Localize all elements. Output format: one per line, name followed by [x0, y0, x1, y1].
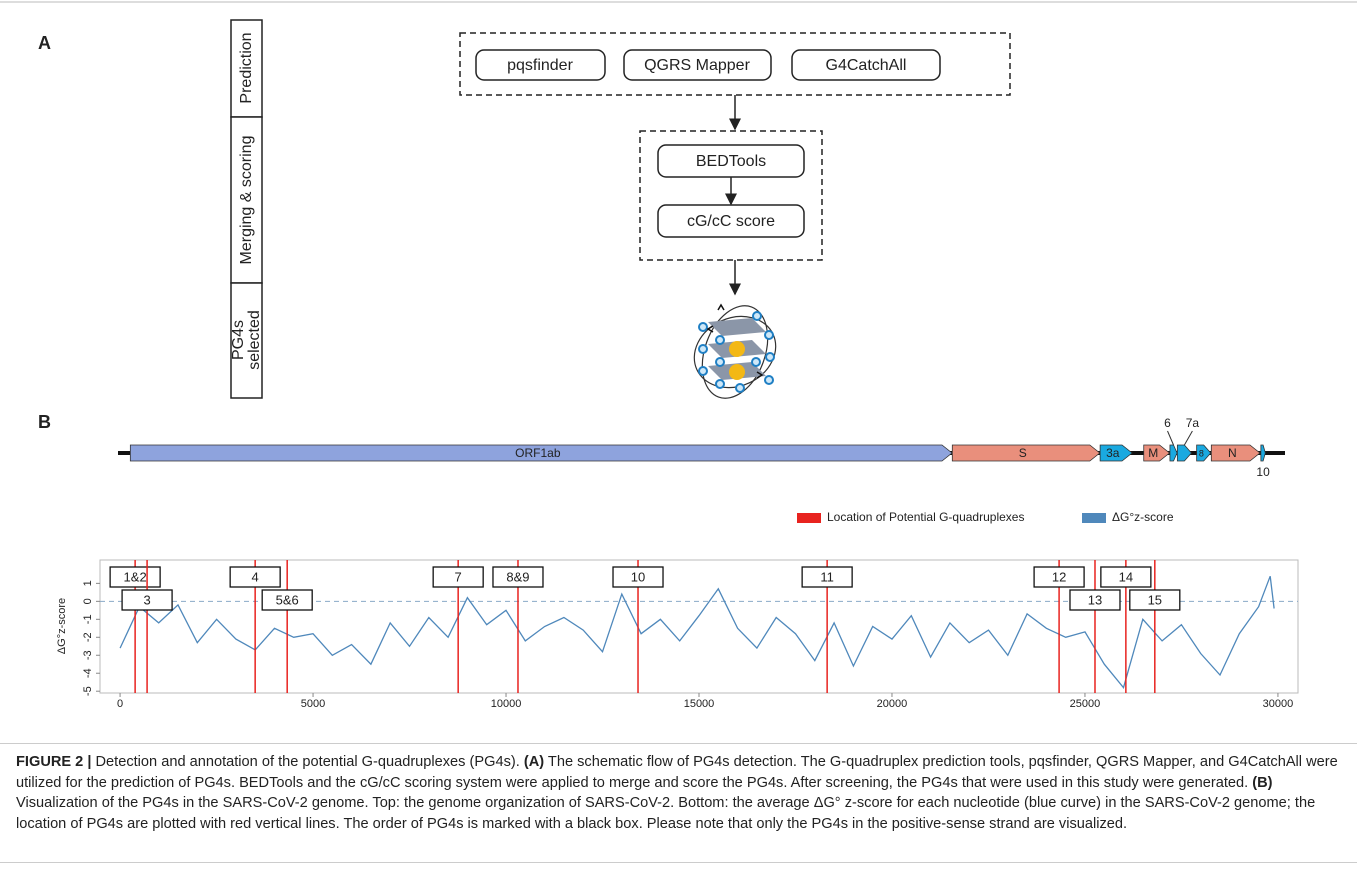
tool-label: BEDTools — [696, 153, 766, 170]
pg4-label: 10 — [631, 569, 645, 584]
y-tick-label: -1 — [82, 614, 94, 624]
tool-box — [475, 49, 606, 81]
x-tick-label: 10000 — [491, 698, 522, 710]
x-tick-label: 20000 — [877, 698, 908, 710]
gene-label: N — [1228, 446, 1237, 460]
pg4-box — [1100, 566, 1152, 588]
tool-label: pqsfinder — [507, 57, 573, 74]
group-box — [639, 130, 823, 261]
gene-arrow — [951, 444, 1101, 462]
pg4-label: 3 — [143, 592, 150, 607]
gene-arrow — [129, 444, 953, 462]
pg4-label: 14 — [1119, 569, 1133, 584]
gene-label: 3a — [1106, 446, 1120, 460]
caption-part: Visualization of the PG4s in the SARS-Co… — [16, 774, 1320, 832]
pg4-label: 12 — [1052, 569, 1066, 584]
pg4-label: 7 — [455, 569, 462, 584]
caption-part: The schematic flow of PG4s detection. Th… — [16, 754, 1342, 791]
tool-label: QGRS Mapper — [644, 57, 750, 74]
x-tick-label: 5000 — [301, 698, 325, 710]
pg4-label: 8&9 — [506, 569, 529, 584]
pg4-box — [492, 566, 544, 588]
tool-box — [791, 49, 941, 81]
pg4-label: 13 — [1088, 592, 1102, 607]
gene-leader — [1167, 430, 1174, 446]
caption-part: FIGURE 2 | — [16, 754, 92, 770]
tool-label: G4CatchAll — [826, 57, 907, 74]
gene-label: ORF1ab — [515, 446, 561, 460]
y-tick-label: 0 — [82, 598, 94, 604]
pg4-box — [261, 589, 313, 611]
figure-caption: FIGURE 2 | Detection and annotation of t… — [0, 743, 1357, 863]
stage-box — [230, 116, 263, 284]
group-box — [459, 32, 1011, 96]
x-tick-label: 30000 — [1263, 698, 1294, 710]
y-tick-label: -2 — [82, 632, 94, 642]
gene-label: S — [1019, 446, 1027, 460]
gene-label: M — [1148, 446, 1158, 460]
figure: A Prediction Merging & scoring PG4s sele… — [0, 1, 1357, 710]
tool-box — [623, 49, 772, 81]
pg4-label: 15 — [1148, 592, 1162, 607]
pg4-box — [612, 566, 664, 588]
pg4-box — [121, 589, 173, 611]
gene-label: 6 — [1164, 416, 1171, 430]
y-tick-label: -4 — [82, 668, 94, 678]
stage-label: Prediction — [238, 32, 255, 103]
legend-label: Location of Potential G-quadruplexes — [827, 510, 1024, 524]
pg4-box — [801, 566, 853, 588]
pg4-box — [1033, 566, 1085, 588]
pg4-box — [1069, 589, 1121, 611]
pg4-label: 4 — [252, 569, 259, 584]
stage-label: PG4s — [230, 320, 247, 360]
g4-icon — [693, 303, 777, 399]
legend-swatch — [1082, 513, 1106, 523]
stage-label: Merging & scoring — [238, 136, 255, 265]
caption-part: Detection and annotation of the potentia… — [91, 754, 524, 770]
x-tick-label: 15000 — [684, 698, 715, 710]
legend-label: ΔG°z-score — [1112, 510, 1174, 524]
gene-label: 7a — [1186, 416, 1200, 430]
pg4-box — [1129, 589, 1181, 611]
gene-arrow — [1210, 444, 1261, 462]
gene-label: 10 — [1256, 465, 1270, 479]
pg4-label: 5&6 — [276, 592, 299, 607]
stage-box — [230, 282, 263, 399]
pg4-label: 1&2 — [124, 569, 147, 584]
panel-label: B — [38, 412, 51, 432]
gene-leader — [1183, 430, 1193, 446]
gene-arrow — [1260, 444, 1266, 462]
gene-arrow — [1143, 444, 1171, 462]
y-tick-label: -3 — [82, 650, 94, 660]
gene-arrow — [1176, 444, 1192, 462]
panel-label: A — [38, 33, 51, 53]
y-tick-label: -5 — [82, 686, 94, 696]
pg4-box — [432, 566, 484, 588]
gene-arrow — [1196, 444, 1212, 462]
z-score-line — [119, 575, 1275, 689]
legend-swatch — [797, 513, 821, 523]
gene-label: 8 — [1199, 448, 1204, 458]
tool-label: cG/cC score — [687, 213, 775, 230]
caption-part: (B) — [1252, 774, 1273, 791]
stage-label: selected — [246, 310, 263, 370]
caption-part: (A) — [523, 754, 545, 770]
x-tick-label: 25000 — [1070, 698, 1101, 710]
pg4-label: 11 — [820, 569, 834, 584]
gene-arrow — [1169, 444, 1178, 462]
pg4-box — [229, 566, 281, 588]
gene-arrow — [1099, 444, 1133, 462]
x-tick-label: 0 — [117, 698, 123, 710]
y-axis-title: ΔG°z-score — [56, 598, 68, 654]
y-tick-label: 1 — [82, 580, 94, 586]
